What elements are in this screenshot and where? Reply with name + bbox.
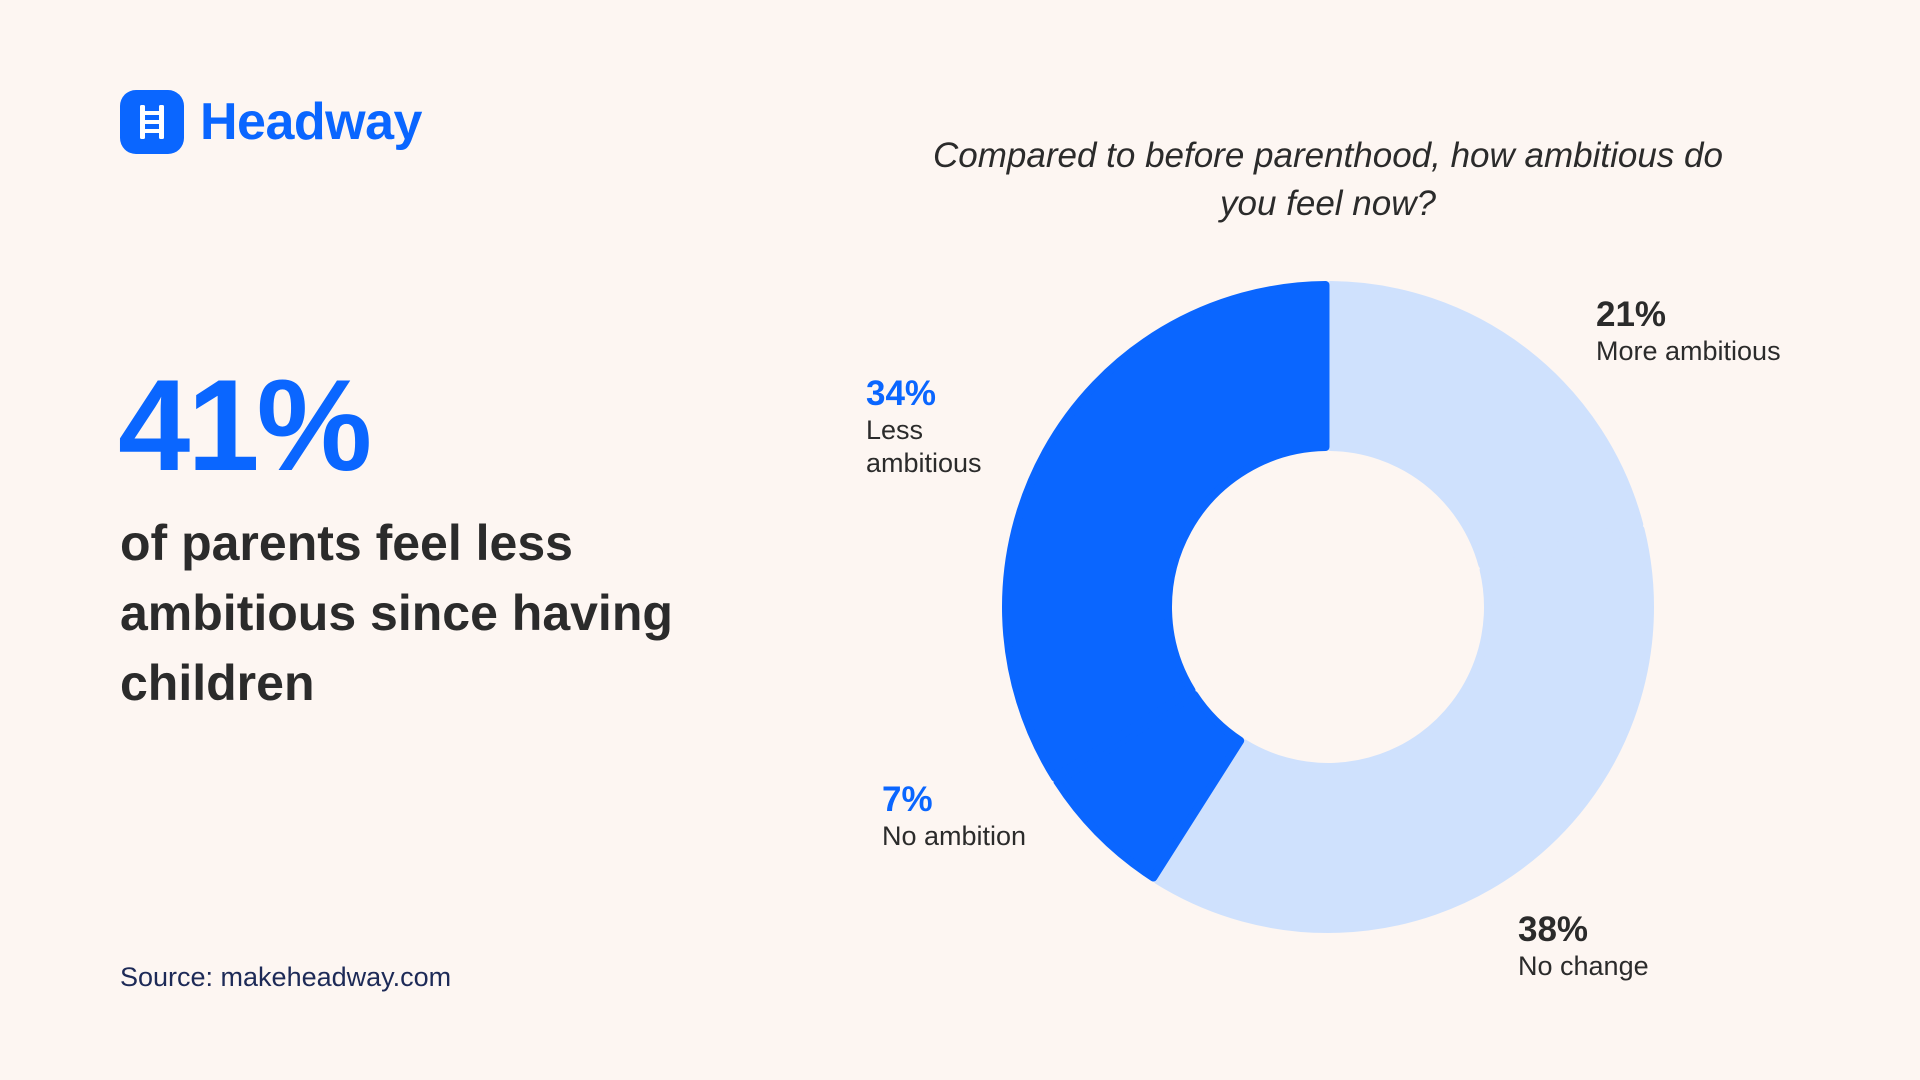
slice-name-no-change: No change bbox=[1518, 951, 1649, 981]
slice-value-no-ambition: 7% bbox=[882, 780, 933, 819]
brand-name: Headway bbox=[200, 93, 422, 151]
slice-name-more-ambitious: More ambitious bbox=[1596, 336, 1781, 366]
headline-text: of parents feel less ambitious since hav… bbox=[120, 515, 673, 711]
slice-value-more-ambitious: 21% bbox=[1596, 295, 1667, 334]
slice-value-less-ambitious: 34% bbox=[866, 374, 937, 413]
source-text: Source: makeheadway.com bbox=[120, 962, 452, 992]
chart-title: Compared to before parenthood, how ambit… bbox=[933, 136, 1723, 223]
slice-more-ambitious bbox=[1326, 281, 1644, 569]
headline-stat: 41% bbox=[118, 352, 372, 498]
slice-name-no-ambition: No ambition bbox=[882, 821, 1027, 851]
slice-label-less-ambitious: 34% Less ambitious bbox=[866, 374, 1016, 480]
headway-logo: Headway bbox=[120, 90, 422, 154]
slice-name-less-ambitious: Less ambitious bbox=[866, 415, 982, 478]
slice-less-ambitious bbox=[1002, 281, 1330, 782]
ladder-icon bbox=[120, 90, 184, 154]
slice-label-no-ambition: 7% No ambition bbox=[882, 780, 1102, 853]
slice-label-no-change: 38% No change bbox=[1518, 910, 1738, 983]
slice-label-more-ambitious: 21% More ambitious bbox=[1596, 295, 1836, 368]
slice-no-change bbox=[1153, 525, 1654, 933]
slice-value-no-change: 38% bbox=[1518, 910, 1589, 949]
slice-no-ambition bbox=[1053, 690, 1245, 882]
